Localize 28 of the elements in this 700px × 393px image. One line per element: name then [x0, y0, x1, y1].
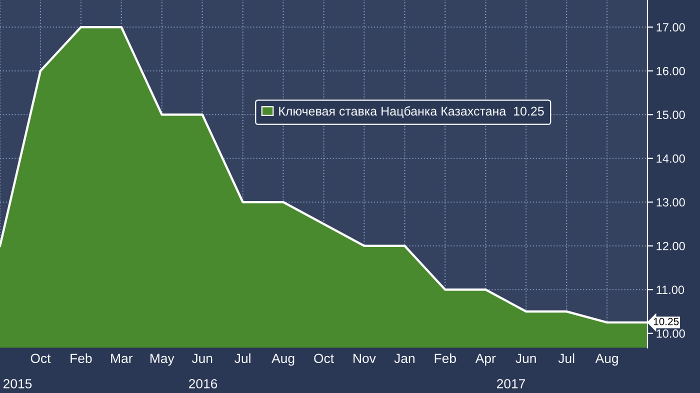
- x-tick-label: Apr: [475, 354, 496, 366]
- x-tick-label: Nov: [354, 354, 376, 364]
- x-tick-label: Jun: [516, 354, 536, 364]
- x-tick-label: Jan: [394, 354, 414, 364]
- x-tick-label: Feb: [70, 353, 92, 364]
- x-tick-label: Aug: [272, 354, 294, 366]
- y-tick-label: 17.00: [656, 23, 685, 32]
- x-tick-label: Mar: [111, 354, 133, 364]
- x-tick-label: Jun: [192, 354, 212, 364]
- text: 2017: [496, 379, 526, 388]
- x-tick-label: Jul: [234, 353, 250, 364]
- x-tick-label: Jul: [558, 353, 574, 364]
- x-tick-label: Aug: [595, 354, 618, 366]
- text: 2015: [3, 379, 32, 388]
- y-tick-label: 16.00: [656, 66, 685, 76]
- x-tick-label: Feb: [434, 353, 456, 364]
- x-tick-label: Oct: [30, 354, 51, 364]
- y-tick-label: 13.00: [656, 198, 685, 207]
- data-label: 10.25: [654, 318, 679, 326]
- text: 2016: [188, 379, 218, 388]
- y-tick-label: 14.00: [656, 154, 685, 163]
- y-tick-label: 10.00: [656, 329, 685, 338]
- y-tick-label: 15.00: [656, 110, 685, 120]
- legend-label: Ключевая ставка Нацбанка Казахстана 10.25: [279, 106, 544, 118]
- x-tick-label: Oct: [314, 354, 334, 364]
- x-tick-label: May: [150, 354, 174, 366]
- y-tick-label: 12.00: [656, 242, 685, 250]
- y-tick-label: 11.00: [656, 286, 684, 294]
